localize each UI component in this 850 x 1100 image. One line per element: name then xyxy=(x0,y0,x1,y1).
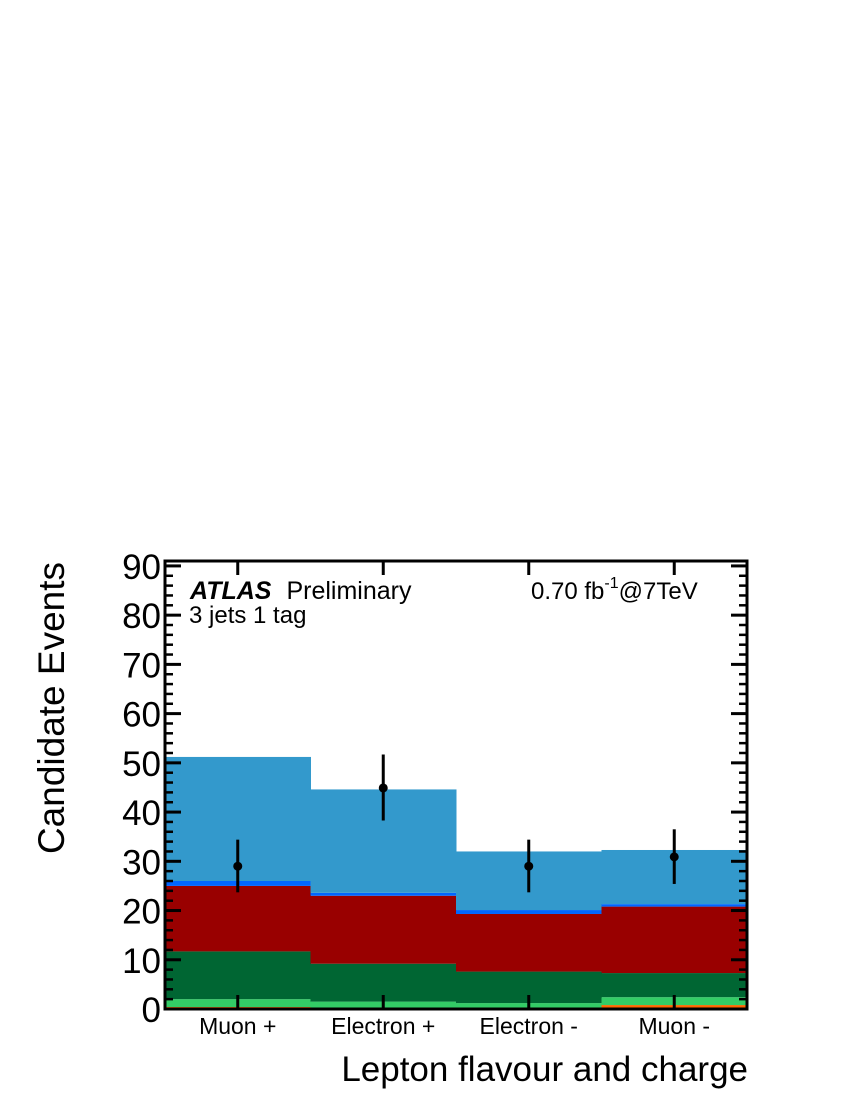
x-category-label: Electron - xyxy=(480,1013,578,1039)
y-tick-label: 70 xyxy=(122,646,161,685)
data-point-2 xyxy=(524,861,534,871)
bar-segment-3-0 xyxy=(165,885,311,952)
axes: 0 10 20 30 40 50 60 70 80 90 Muon + Electron + Elect… xyxy=(122,548,747,1039)
bar-segment-4-1 xyxy=(310,892,457,896)
lumi-value: 0.70 fb xyxy=(531,578,604,605)
lumi-label: 0.70 fb-1@7TeV xyxy=(531,575,698,605)
stacked-bars xyxy=(165,756,748,1009)
bar-segment-4-2 xyxy=(456,910,602,914)
x-axis-title: Lepton flavour and charge xyxy=(341,1050,748,1089)
y-tick-label: 60 xyxy=(122,696,161,735)
x-category-label: Muon + xyxy=(199,1013,276,1039)
y-tick-label: 0 xyxy=(142,991,161,1030)
data-point-3 xyxy=(669,852,679,862)
lumi-exponent: -1 xyxy=(604,575,618,592)
bar-segment-3-2 xyxy=(456,913,602,972)
x-category-label: Electron + xyxy=(331,1013,435,1039)
lumi-energy: @7TeV xyxy=(619,578,698,605)
y-tick-label: 30 xyxy=(122,843,161,882)
x-category-label: Muon - xyxy=(638,1013,710,1039)
y-tick-label: 50 xyxy=(122,745,161,784)
bar-segment-3-1 xyxy=(310,895,457,964)
y-tick-label: 10 xyxy=(122,942,161,981)
y-axis-title: Candidate Events xyxy=(31,562,72,854)
plot-frame xyxy=(163,559,749,1011)
data-points xyxy=(233,754,679,893)
bar-segment-4-3 xyxy=(601,904,748,907)
experiment-name: ATLAS xyxy=(189,577,272,605)
atlas-label: ATLAS Preliminary xyxy=(189,577,412,605)
data-point-0 xyxy=(233,861,243,871)
y-tick-label: 40 xyxy=(122,794,161,833)
status-label: Preliminary xyxy=(286,577,412,605)
y-tick-label: 80 xyxy=(122,597,161,636)
bar-segment-2-0 xyxy=(165,951,311,1000)
data-point-1 xyxy=(378,783,388,793)
y-tick-label: 90 xyxy=(122,548,161,587)
bar-segment-3-3 xyxy=(601,906,748,974)
bar-segment-2-3 xyxy=(601,973,748,998)
selection-label: 3 jets 1 tag xyxy=(189,602,306,629)
y-tick-label: 20 xyxy=(122,893,161,932)
